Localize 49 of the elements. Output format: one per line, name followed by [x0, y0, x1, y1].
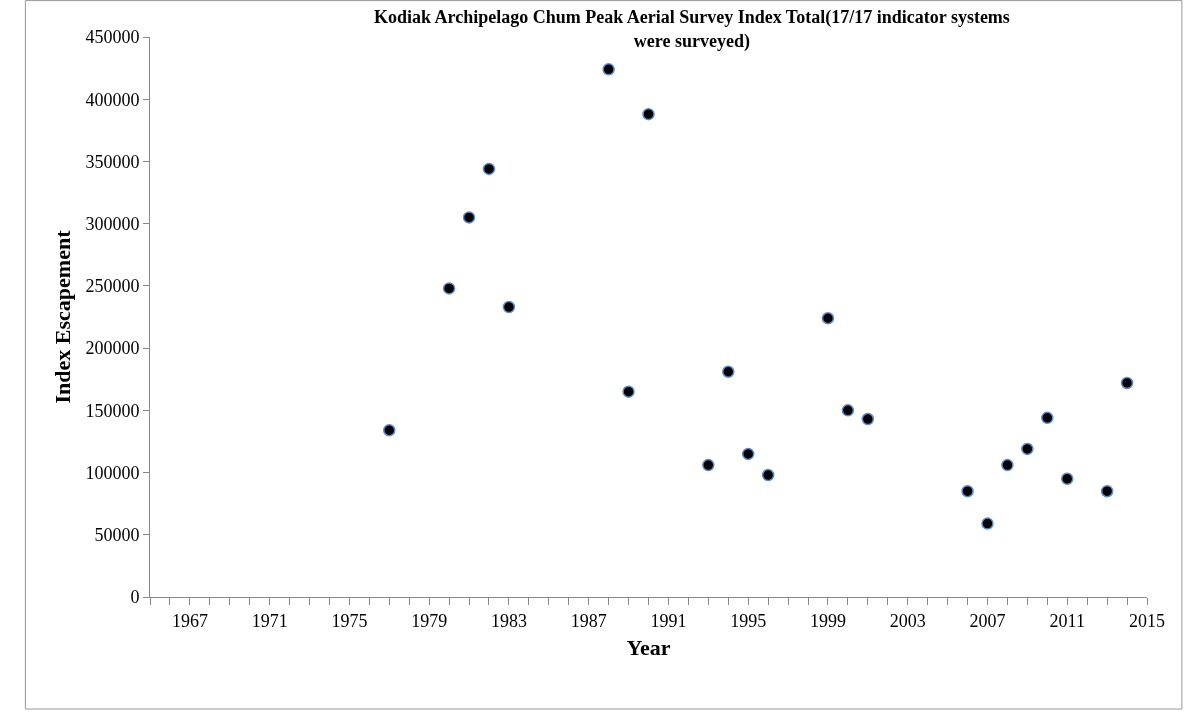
point [722, 365, 735, 379]
y-tick-label: 0 [130, 587, 140, 608]
point [981, 517, 994, 530]
x-tick-label: 2015 [1129, 610, 1165, 631]
point [1120, 376, 1134, 390]
point [741, 447, 755, 461]
point [841, 404, 855, 417]
point [702, 458, 715, 472]
y-tick-label: 300000 [85, 213, 140, 234]
point [622, 385, 635, 398]
point [961, 484, 974, 498]
point [442, 282, 456, 295]
x-tick-label: 1995 [730, 610, 767, 631]
point [1060, 472, 1074, 486]
point [502, 300, 516, 314]
x-tick-label: 2003 [889, 610, 926, 631]
point [642, 107, 655, 121]
x-tick-label: 2011 [1049, 610, 1085, 631]
x-tick-label: 1971 [251, 610, 288, 631]
x-tick-label: 1979 [411, 610, 448, 631]
x-tick-label: 1999 [809, 610, 846, 631]
point [861, 412, 875, 426]
y-axis-title: Index Escapement [50, 229, 76, 404]
point [383, 423, 396, 437]
x-axis-title: Year [626, 635, 671, 661]
point [602, 63, 615, 76]
x-tick-label: 1967 [171, 610, 208, 631]
y-tick-label: 150000 [85, 400, 140, 421]
point [1021, 442, 1034, 456]
y-tick-label: 350000 [85, 151, 140, 172]
y-tick-label: 50000 [94, 525, 140, 546]
x-tick-label: 1987 [570, 610, 607, 631]
point [1100, 484, 1114, 498]
x-tick-label: 2007 [969, 610, 1006, 631]
point [462, 211, 476, 224]
y-tick-label: 200000 [85, 338, 140, 359]
chart-title: Kodiak Archipelago Chum Peak Aerial Survey Index Total(17/17 indicator systems were surveyed) [373, 7, 1010, 52]
point [761, 468, 775, 482]
y-tick-label: 100000 [85, 462, 140, 483]
point [1041, 411, 1054, 425]
x-tick-label: 1975 [331, 610, 368, 631]
point [821, 311, 835, 325]
x-tick-label: 1983 [490, 610, 527, 631]
x-tick-label: 1991 [650, 610, 687, 631]
point [482, 162, 496, 176]
y-tick-label: 400000 [85, 89, 140, 110]
y-tick-label: 250000 [85, 276, 140, 297]
y-tick-label: 450000 [85, 27, 140, 48]
point [1001, 458, 1014, 472]
